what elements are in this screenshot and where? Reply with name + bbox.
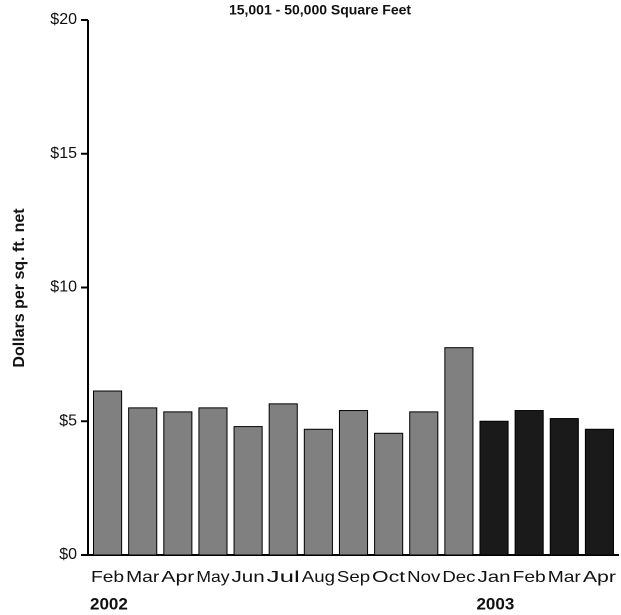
x-tick-label: Apr [583,569,617,586]
y-tick-label: $5 [59,412,77,429]
bar [233,426,263,556]
bar [584,428,614,556]
x-tick-label: Mar [548,569,582,586]
x-tick-label: Jul [267,569,300,586]
x-tick-label: Aug [302,569,335,586]
x-tick-label: Sep [337,569,370,586]
bar [93,390,123,556]
bar [549,418,579,556]
y-tick-label: $15 [50,145,77,162]
x-tick-label: Nov [407,569,440,586]
bar [268,403,298,556]
year-label: 2003 [476,594,514,613]
x-tick-label: Feb [91,569,124,586]
bar [479,420,509,556]
y-axis-label: Dollars per sq. ft. net [11,208,28,368]
x-tick-label: Apr [161,569,195,586]
x-tick-label: Feb [513,569,546,586]
year-label: 2002 [90,594,128,613]
bar [163,411,193,556]
bar [409,411,439,556]
x-tick-label: Jun [232,569,265,586]
y-tick-label: $20 [50,11,77,28]
y-tick-label: $10 [50,279,77,296]
bar [444,347,474,556]
x-tick-label: Oct [372,569,406,586]
bar [198,407,228,556]
bar [514,410,544,556]
bar [128,407,158,556]
chart-title: 15,001 - 50,000 Square Feet [229,2,411,18]
x-tick-label: May [196,569,229,586]
x-tick-label: Mar [126,569,160,586]
bar [303,428,333,556]
y-tick-label: $0 [59,546,77,563]
bar [374,432,404,556]
x-tick-label: Dec [442,569,475,586]
x-tick-label: Jan [477,569,510,586]
bar [338,410,369,556]
